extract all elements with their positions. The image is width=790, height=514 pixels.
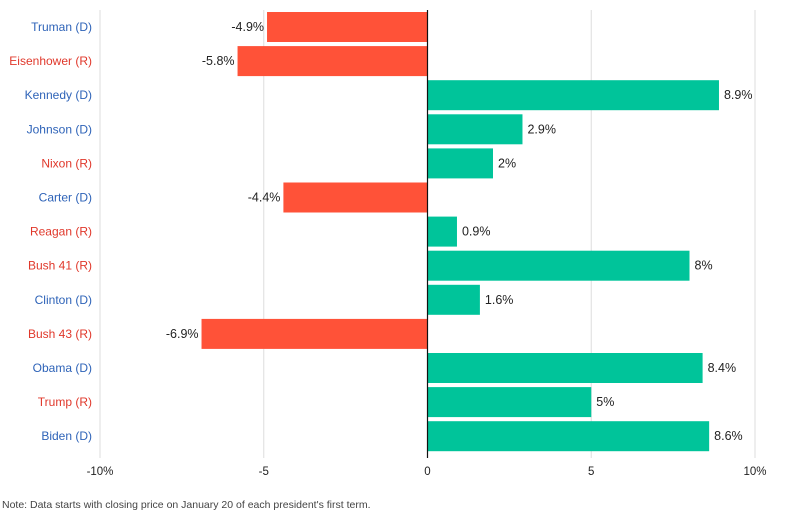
data-label: -5.8% [202,54,235,68]
bar [427,80,719,111]
bar [427,250,690,281]
data-label: 5% [596,395,614,409]
value-labels: -4.9% -5.8% 8.9% 2.9% 2% -4.4% 0.9% 8% 1.6% -6.9%… [166,20,753,443]
category-label: Kennedy (D) [25,88,92,102]
bar [427,353,703,383]
category-label: Trump (R) [38,395,92,409]
data-label: 8.6% [714,429,743,443]
category-label: Clinton (D) [35,293,92,307]
category-label: Johnson (D) [27,122,92,136]
data-label: 2% [498,156,516,170]
category-label: Nixon (R) [41,156,92,170]
category-label: Eisenhower (R) [9,54,92,68]
bars [201,12,719,452]
x-tick-label: -10% [87,466,114,478]
bar [267,12,428,42]
x-tick-label: 10% [743,466,766,478]
bar [427,387,592,418]
x-tick-label: 0 [424,466,430,478]
data-label: 8.9% [724,88,753,102]
bar [283,182,428,213]
bar [237,46,428,77]
category-label: Carter (D) [39,191,92,205]
data-label: 8% [695,259,713,273]
category-label: Bush 43 (R) [28,327,92,341]
category-label: Truman (D) [31,20,92,34]
data-label: 0.9% [462,225,491,239]
x-axis-ticks: -10% -5 0 5 10% [87,10,767,478]
category-label: Reagan (R) [30,225,92,239]
category-label: Biden (D) [41,429,92,443]
category-label: Bush 41 (R) [28,259,92,273]
bar [427,216,457,247]
bar [427,114,523,145]
data-label: 2.9% [527,122,556,136]
bar [427,421,710,452]
data-label: -6.9% [166,327,199,341]
data-label: -4.9% [231,20,264,34]
category-labels: Truman (D) Eisenhower (R) Kennedy (D) Johns… [9,20,92,443]
bar [427,284,480,315]
data-label: 1.6% [485,293,514,307]
category-label: Obama (D) [33,361,92,375]
data-label: 8.4% [708,361,737,375]
bar [427,148,493,179]
x-tick-label: 5 [588,466,594,478]
bar [201,318,428,349]
data-label: -4.4% [248,191,281,205]
footnote: Note: Data starts with closing price on … [2,499,371,511]
x-tick-label: -5 [259,466,269,478]
